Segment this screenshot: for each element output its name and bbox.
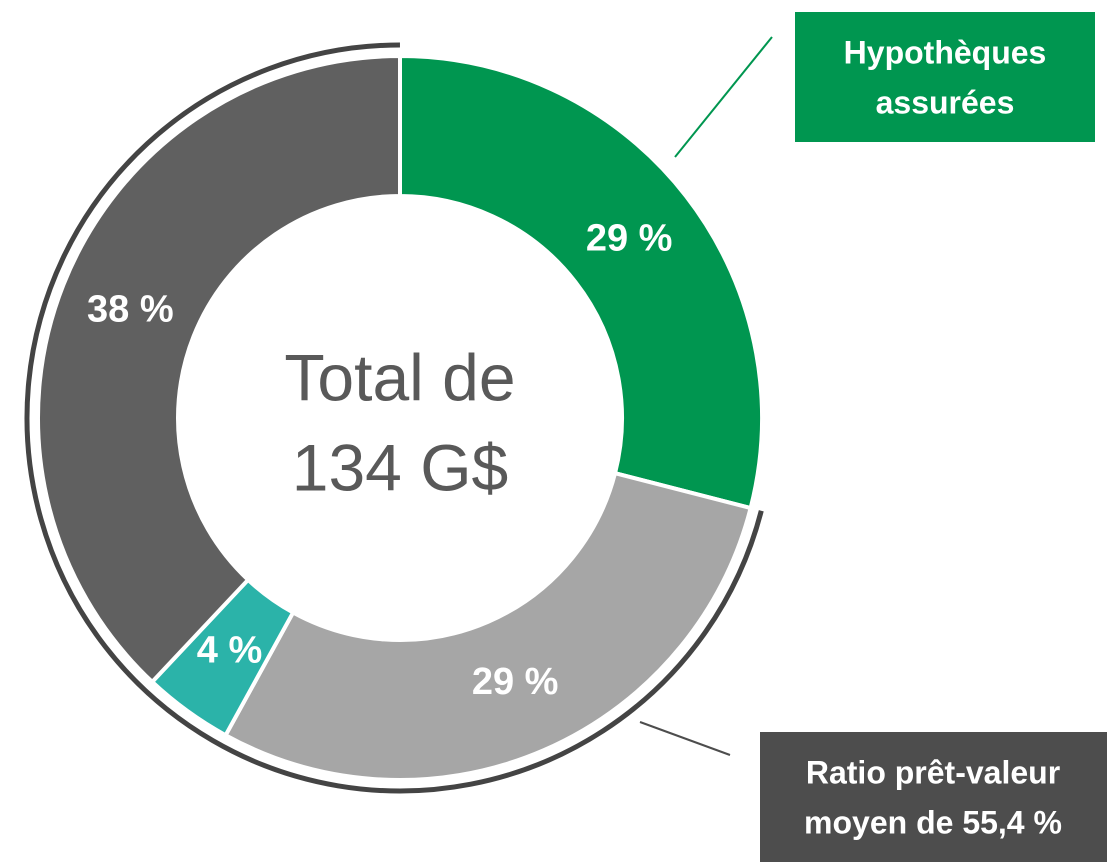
- data-label: 4 %: [197, 630, 262, 672]
- group-outline: [24, 42, 764, 794]
- annotation-text: Ratio prêt-valeur: [806, 754, 1060, 790]
- donut-slice: [398, 53, 764, 511]
- annotation-box: [795, 12, 1095, 142]
- data-label: 29 %: [472, 661, 559, 703]
- data-label: 29 %: [586, 217, 673, 259]
- donut-slice: [36, 53, 402, 685]
- donut-slice: [222, 470, 754, 782]
- annotation-text: moyen de 55,4 %: [804, 804, 1062, 840]
- annotation-text: Hypothèques: [844, 34, 1047, 70]
- callout-line: [639, 721, 731, 756]
- annotation-text: assurées: [876, 84, 1015, 120]
- center-text: Total de: [284, 340, 515, 414]
- callout-line: [674, 36, 773, 158]
- data-label: 38 %: [87, 288, 174, 330]
- center-text: 134 G$: [292, 430, 509, 504]
- annotation-box: [760, 732, 1107, 862]
